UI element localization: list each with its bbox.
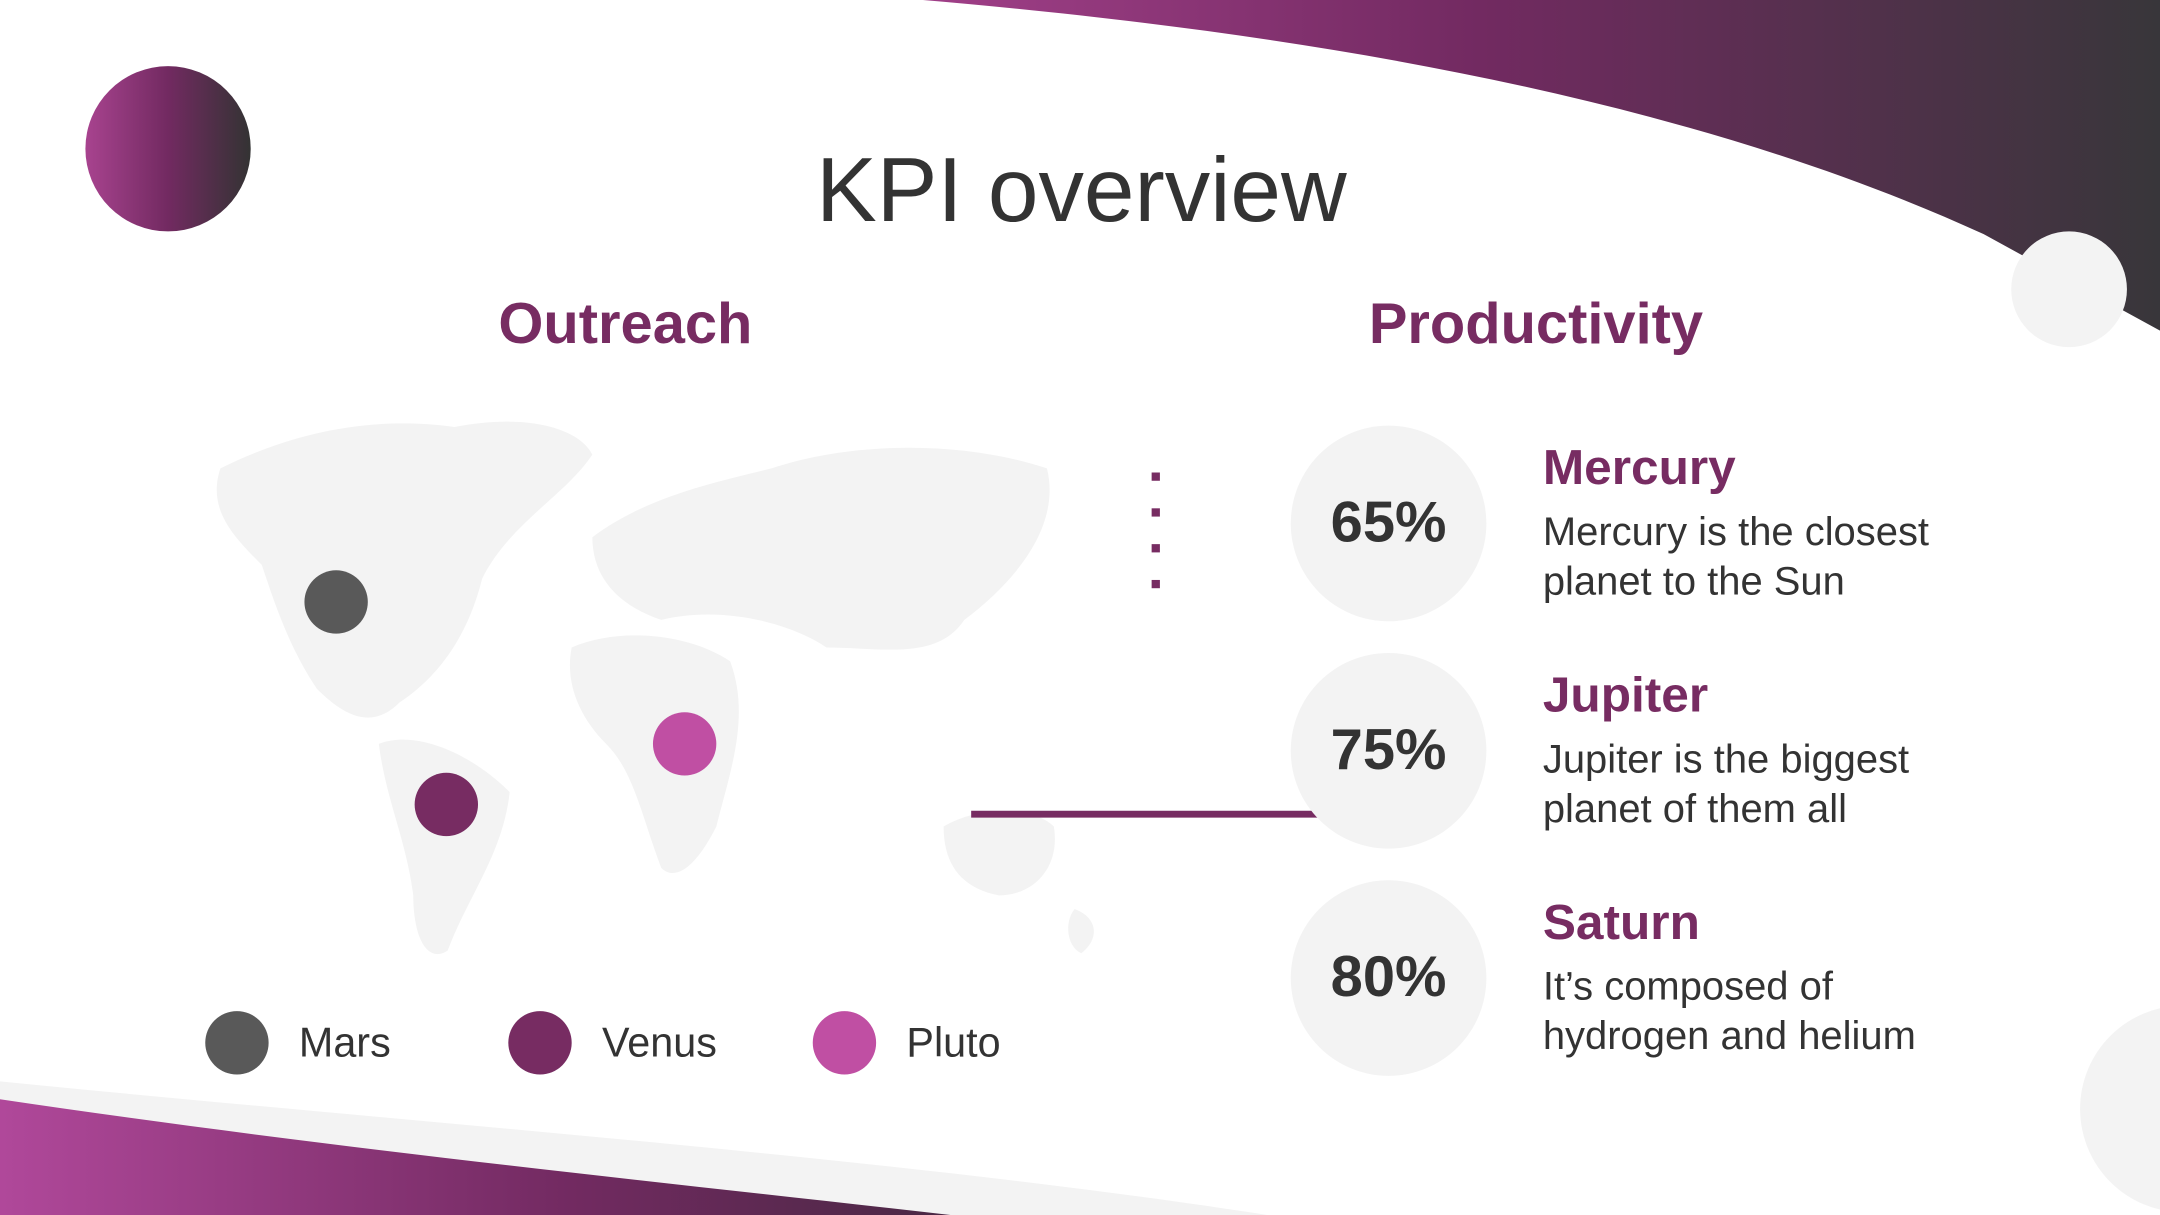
deco-circle [2011,231,2127,348]
section-title: Productivity [1369,292,1703,356]
legend-swatch [812,1011,877,1075]
kpi-description: planet of them all [1543,787,1847,831]
legend-swatch [508,1011,572,1075]
legend-label: Venus [602,1019,717,1065]
kpi-circle [1290,652,1487,849]
kpi-circle [1290,880,1487,1076]
kpi-percent: 80% [1331,945,1447,1009]
deco-circle [85,66,251,232]
legend-label: Pluto [906,1019,1000,1065]
kpi-description: Jupiter is the biggest [1543,737,1909,781]
kpi-name: Mercury [1543,439,1736,495]
map-marker [652,712,717,776]
legend-label: Mars [299,1019,391,1065]
kpi-circle [1290,425,1487,622]
kpi-name: Saturn [1543,894,1700,950]
top-swoosh [922,0,2160,331]
bottom-wave [0,1099,951,1215]
kpi-name: Jupiter [1543,667,1708,723]
deco-circle [2080,1008,2160,1210]
kpi-list: 65% Mercury Mercury is the closest planet t… [1290,425,1929,1076]
kpi-percent: 75% [1331,718,1447,782]
kpi-description: hydrogen and helium [1543,1014,1916,1058]
section-title: Outreach [498,292,752,356]
legend-swatch [205,1011,269,1075]
map-marker [304,570,368,634]
world-map [216,421,1094,955]
map-marker [414,772,479,837]
kpi-description: planet to the Sun [1543,560,1845,604]
kpi-percent: 65% [1331,491,1447,555]
dotted-connector [1151,472,1160,589]
kpi-description: It’s composed of [1543,965,1834,1009]
kpi-description: Mercury is the closest [1543,510,1929,554]
slide-title: KPI overview [816,140,1347,241]
